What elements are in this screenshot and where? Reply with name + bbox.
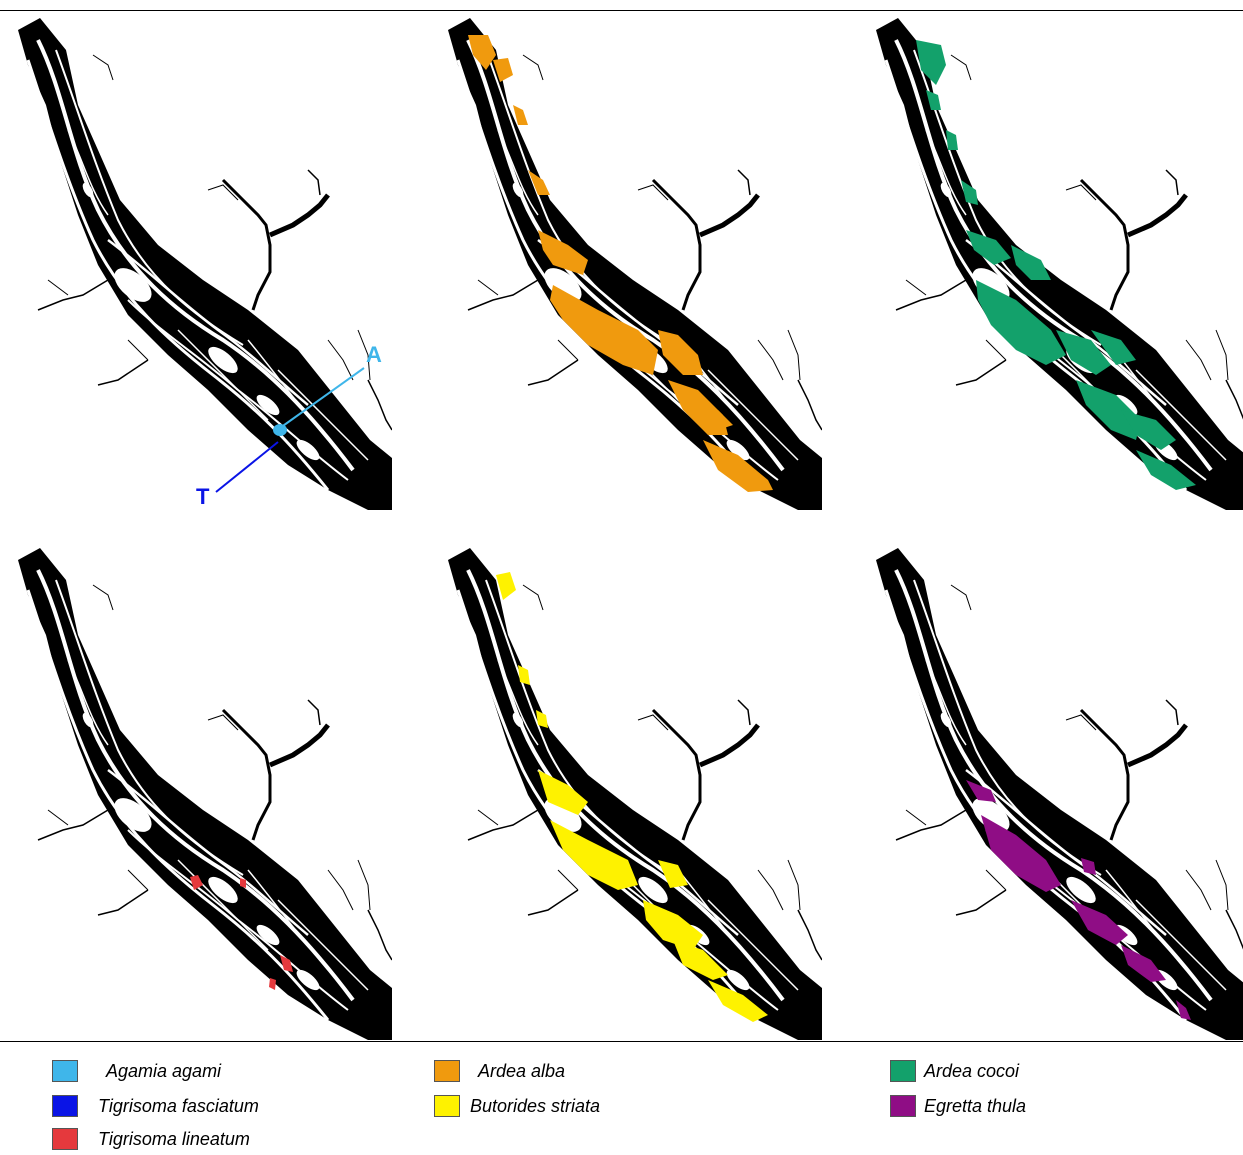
top-rule bbox=[0, 10, 1243, 11]
ardea-cocoi-range bbox=[916, 40, 1196, 490]
map-panel-2 bbox=[438, 10, 822, 510]
legend-item-agami: Agamia agami bbox=[52, 1058, 221, 1084]
river-map-5 bbox=[438, 540, 822, 1040]
legend-item-ardea-alba: Ardea alba bbox=[434, 1058, 565, 1084]
legend-item-butorides-striata: Butorides striata bbox=[434, 1093, 600, 1119]
river-map-6 bbox=[866, 540, 1243, 1040]
legend-label: Egretta thula bbox=[924, 1095, 1027, 1116]
legend-swatch bbox=[52, 1095, 78, 1117]
agami-label: A bbox=[366, 342, 382, 367]
legend-swatch bbox=[890, 1060, 916, 1082]
agami-habitat-marker bbox=[273, 367, 365, 436]
legend-label: Agamia agami bbox=[106, 1060, 222, 1081]
legend-label: Tigrisoma fasciatum bbox=[98, 1095, 259, 1116]
legend-swatch bbox=[890, 1095, 916, 1117]
legend-label: Ardea cocoi bbox=[924, 1060, 1020, 1081]
legend-swatch bbox=[434, 1095, 460, 1117]
river-map-2 bbox=[438, 10, 822, 510]
river-map-4 bbox=[8, 540, 392, 1040]
map-panel-3 bbox=[866, 10, 1243, 510]
map-panel-4 bbox=[8, 540, 392, 1040]
legend-item-ardea-cocoi: Ardea cocoi bbox=[890, 1058, 1019, 1084]
map-panel-1: A T bbox=[8, 10, 392, 510]
ardea-alba-range bbox=[468, 35, 773, 492]
legend-label: Tigrisoma lineatum bbox=[98, 1128, 250, 1149]
tigrisoma-lineatum-range bbox=[190, 875, 293, 990]
legend-item-tigrisoma-lineatum: Tigrisoma lineatum bbox=[52, 1126, 250, 1152]
map-panel-6 bbox=[866, 540, 1243, 1040]
bottom-rule bbox=[0, 1041, 1243, 1042]
legend-swatch bbox=[52, 1060, 78, 1082]
legend-swatch bbox=[434, 1060, 460, 1082]
butorides-striata-range bbox=[496, 572, 768, 1022]
egretta-thula-range bbox=[966, 780, 1191, 1020]
map-panel-5 bbox=[438, 540, 822, 1040]
river-map-1 bbox=[8, 10, 392, 510]
legend-swatch bbox=[52, 1128, 78, 1150]
river-map-3 bbox=[866, 10, 1243, 510]
legend-label: Butorides striata bbox=[470, 1095, 601, 1116]
legend-item-tigrisoma-fasciatum: Tigrisoma fasciatum bbox=[52, 1093, 259, 1119]
legend-label: Ardea alba bbox=[478, 1060, 566, 1081]
tigrisoma-label: T bbox=[196, 484, 210, 509]
tigrisoma-fasciatum-marker bbox=[215, 441, 279, 493]
legend-item-egretta-thula: Egretta thula bbox=[890, 1093, 1026, 1119]
